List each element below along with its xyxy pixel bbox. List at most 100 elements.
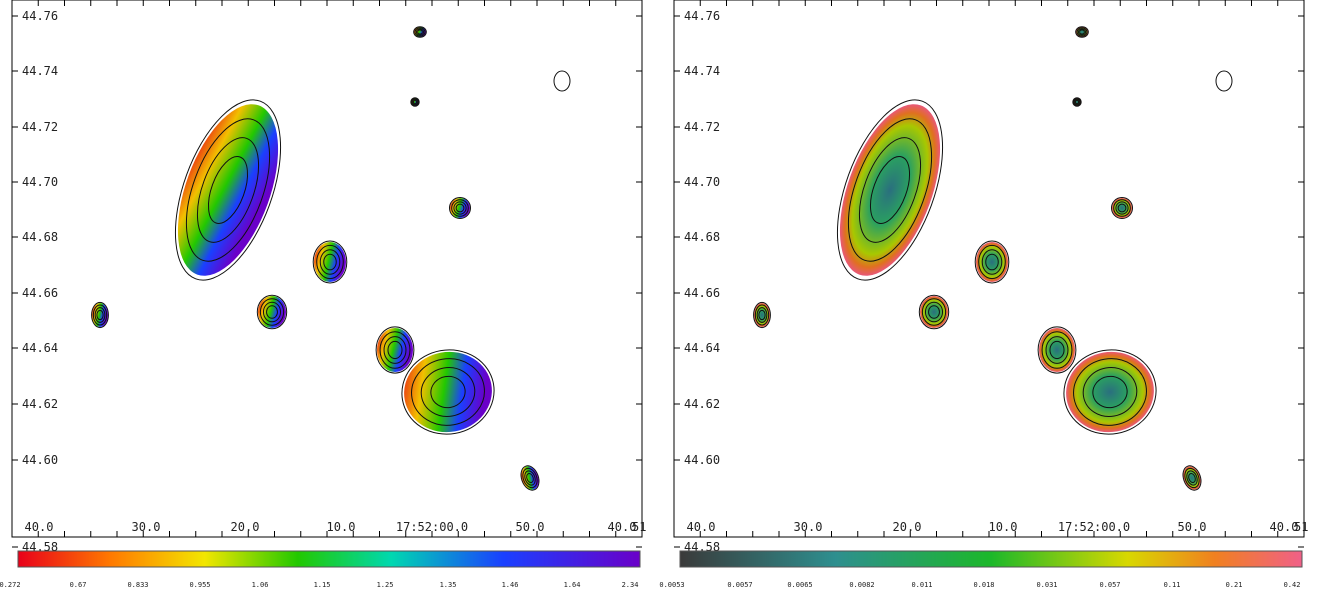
contour-line <box>758 309 766 321</box>
contour-line <box>412 99 418 105</box>
y-tick-label: 44.64 <box>22 341 58 355</box>
colorbar-label: 0.031 <box>1036 581 1057 589</box>
y-tick-label: 44.60 <box>684 453 720 467</box>
contour-line <box>924 301 944 323</box>
contour-line <box>1184 467 1200 489</box>
contour-line <box>1074 99 1080 105</box>
y-tick-label: 44.74 <box>684 64 720 78</box>
colorbar-label: 1.15 <box>314 581 331 589</box>
emission-blob <box>404 351 492 433</box>
contour-line <box>1092 375 1128 409</box>
contour-line <box>1073 358 1147 426</box>
x-tick-label: 30.0 <box>794 520 823 534</box>
colorbar-label: 1.06 <box>252 581 269 589</box>
contour-line <box>1041 331 1073 369</box>
contour-line <box>928 305 940 319</box>
x-tick-label: 40.0 <box>608 520 637 534</box>
emission-blob <box>314 242 346 282</box>
contour-line <box>92 304 108 326</box>
contour-line <box>1113 199 1131 217</box>
y-tick-label: 44.66 <box>684 286 720 300</box>
contour-line <box>415 28 425 36</box>
contour-line <box>413 26 427 38</box>
colorbar-label: 0.0053 <box>659 581 684 589</box>
contour-line <box>401 349 495 435</box>
x-tick-label: 20.0 <box>231 520 260 534</box>
contour-line <box>1063 349 1157 435</box>
colorbar-label: 2.34 <box>622 581 639 589</box>
contour-line <box>847 118 933 262</box>
x-tick-label: 17:52:00.0 <box>396 520 468 534</box>
colorbar-label: 0.272 <box>0 581 21 589</box>
colorbar-label: 0.955 <box>189 581 210 589</box>
colorbar-label: 1.64 <box>564 581 581 589</box>
contour-line <box>410 97 420 107</box>
colorbar-label: 0.42 <box>1284 581 1301 589</box>
y-tick-label: 44.70 <box>684 175 720 189</box>
contour-line <box>1073 98 1081 106</box>
x-tick-label: 50.0 <box>516 520 545 534</box>
emission-blob <box>1112 198 1132 218</box>
emission-blob <box>92 303 108 327</box>
x-tick-label: 40.0 <box>25 520 54 534</box>
contour-line <box>96 309 104 321</box>
contour-line <box>1074 99 1080 105</box>
contour-line <box>1111 197 1133 219</box>
contour-line <box>262 301 282 323</box>
panel: 44.76 44.74 44.72 44.70 44.68 44.66 44.64 44.62… <box>659 0 1308 589</box>
colorbar-label: 1.46 <box>502 581 519 589</box>
emission-blob <box>754 303 770 327</box>
contour-line <box>387 340 403 360</box>
y-tick-label: 44.74 <box>22 64 58 78</box>
contour-line <box>1215 70 1233 92</box>
colorbar-label: 1.35 <box>440 581 457 589</box>
contour-line <box>1077 28 1087 36</box>
y-tick-label: 44.76 <box>22 9 58 23</box>
contour-line <box>375 326 415 374</box>
contour-line <box>869 156 911 224</box>
y-tick-label: 44.68 <box>22 230 58 244</box>
contour-line <box>974 240 1010 284</box>
y-tick-label: 44.66 <box>22 286 58 300</box>
colorbar <box>17 550 641 568</box>
y-tick-label: 44.64 <box>684 341 720 355</box>
contour-line <box>266 305 278 319</box>
x-tick-label: 30.0 <box>132 520 161 534</box>
colorbar-label: 1.25 <box>377 581 394 589</box>
contour-line <box>379 331 411 369</box>
contour-line <box>918 294 950 330</box>
contour-line <box>455 203 465 213</box>
contour-line <box>754 304 770 326</box>
emission-blob <box>258 296 286 328</box>
emission-blob <box>1066 351 1154 433</box>
emission-blob <box>450 198 470 218</box>
x-tick-label: 40.0 <box>1270 520 1299 534</box>
colorbar-label: 0.0065 <box>787 581 812 589</box>
contour-line <box>553 70 571 92</box>
emission-blob <box>839 104 941 276</box>
contour-line <box>453 201 467 215</box>
contour-line <box>1045 336 1069 364</box>
contour-line <box>316 244 344 280</box>
x-tick-label: 20.0 <box>893 520 922 534</box>
contour-line <box>756 307 768 323</box>
colorbar-label: 0.11 <box>1164 581 1181 589</box>
contour-line <box>981 249 1003 275</box>
y-tick-label: 44.70 <box>22 175 58 189</box>
contour-line <box>319 249 341 275</box>
colorbar-label: 0.018 <box>973 581 994 589</box>
contour-line <box>1079 29 1085 35</box>
contour-line <box>207 156 249 224</box>
colorbar-label: 0.057 <box>1099 581 1120 589</box>
y-tick-label: 44.62 <box>22 397 58 411</box>
emission-blob <box>177 104 279 276</box>
contour-line <box>259 298 285 326</box>
colorbar-label: 0.67 <box>70 581 87 589</box>
emission-blob <box>377 328 413 372</box>
colorbar-label: 0.0057 <box>727 581 752 589</box>
contour-line <box>858 137 922 243</box>
emission-blob <box>1039 328 1075 372</box>
contour-line <box>1115 201 1129 215</box>
colorbar-label: 0.833 <box>127 581 148 589</box>
contour-line <box>91 301 109 329</box>
